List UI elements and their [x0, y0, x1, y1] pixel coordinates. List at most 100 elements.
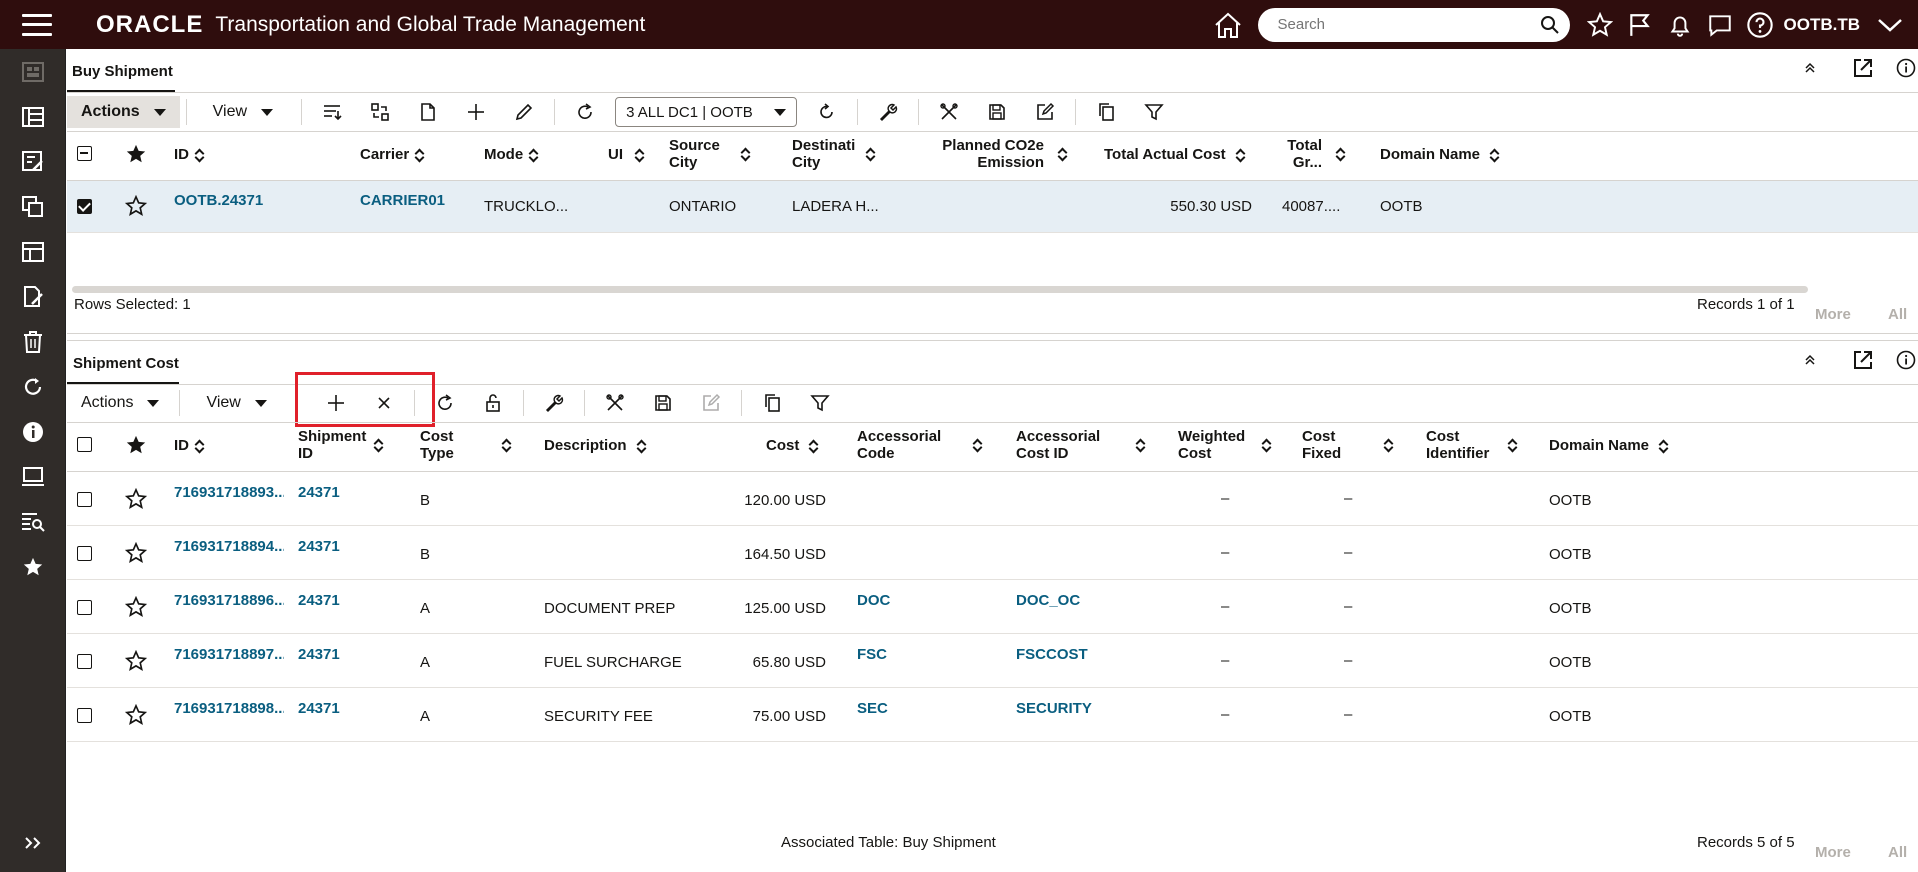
col-header-cost-type[interactable]: Cost Type — [420, 428, 512, 462]
edit-form-icon[interactable] — [1021, 96, 1069, 128]
col-header-domain-name[interactable]: Domain Name — [1549, 437, 1669, 454]
reload-icon[interactable] — [803, 96, 851, 128]
menu-icon[interactable] — [22, 13, 52, 36]
notifications-bell-icon[interactable] — [1660, 0, 1700, 49]
copy-document-icon[interactable] — [1082, 96, 1130, 128]
filter-icon[interactable] — [796, 387, 844, 419]
cost-id-link[interactable]: 716931718893... — [174, 484, 284, 501]
col-header-mode[interactable]: Mode — [484, 146, 539, 163]
table-row[interactable] — [67, 181, 1918, 233]
panel-title-buy-shipment[interactable]: Buy Shipment — [72, 63, 173, 80]
delete-row-icon[interactable] — [360, 387, 408, 419]
select-all-checkbox[interactable] — [77, 146, 92, 161]
accessorial-cost-id-link[interactable]: DOC_OC — [1016, 592, 1081, 609]
actions-menu-button[interactable]: Actions — [67, 387, 173, 419]
more-button[interactable]: More — [1815, 306, 1851, 323]
select-all-checkbox[interactable] — [77, 437, 92, 452]
row-favorite-star-icon[interactable] — [125, 650, 147, 672]
col-header-cost-fixed[interactable]: Cost Fixed — [1302, 428, 1394, 462]
collapse-icon[interactable] — [1796, 346, 1824, 374]
row-checkbox[interactable] — [77, 546, 92, 561]
chevron-down-icon[interactable] — [1870, 0, 1910, 49]
all-button[interactable]: All — [1888, 306, 1908, 323]
help-icon[interactable] — [1740, 0, 1780, 49]
wrench-icon[interactable] — [864, 96, 912, 128]
panel-title-shipment-cost[interactable]: Shipment Cost — [73, 355, 179, 372]
edit-pencil-icon[interactable] — [500, 96, 548, 128]
accessorial-cost-id-link[interactable]: FSCCOST — [1016, 646, 1088, 663]
row-checkbox[interactable] — [77, 654, 92, 669]
open-new-window-icon[interactable] — [1849, 346, 1877, 374]
messages-icon[interactable] — [1700, 0, 1740, 49]
col-header-total-gross[interactable]: Total Gr... — [1282, 137, 1346, 171]
table-row[interactable] — [67, 688, 1918, 742]
add-row-icon[interactable] — [312, 387, 360, 419]
accessorial-cost-id-link[interactable]: SECURITY — [1016, 700, 1092, 717]
info-icon[interactable] — [21, 420, 45, 444]
transfer-icon[interactable] — [356, 96, 404, 128]
board-icon[interactable] — [21, 105, 45, 129]
monitor-icon[interactable] — [21, 465, 45, 489]
row-favorite-star-icon[interactable] — [125, 596, 147, 618]
new-document-icon[interactable] — [404, 96, 452, 128]
row-checkbox[interactable] — [77, 708, 92, 723]
document-edit-icon[interactable] — [21, 285, 45, 309]
col-header-cost-identifier[interactable]: Cost Identifier — [1426, 428, 1518, 462]
table-row[interactable] — [67, 634, 1918, 688]
add-icon[interactable] — [452, 96, 500, 128]
col-header-id[interactable]: ID — [174, 437, 205, 454]
row-favorite-star-icon[interactable] — [125, 704, 147, 726]
row-favorite-star-icon[interactable] — [125, 488, 147, 510]
col-header-weighted-cost[interactable]: Weighted Cost — [1178, 428, 1272, 462]
refresh-icon[interactable] — [561, 96, 609, 128]
col-header-accessorial-code[interactable]: Accessorial Code — [857, 428, 983, 462]
accessorial-code-link[interactable]: FSC — [857, 646, 887, 663]
search-box[interactable] — [1257, 7, 1570, 42]
table-search-icon[interactable] — [21, 510, 45, 534]
open-new-window-icon[interactable] — [1849, 54, 1877, 82]
view-menu-button[interactable]: View — [186, 387, 280, 419]
table-row[interactable] — [67, 472, 1918, 526]
reorder-rows-icon[interactable] — [308, 96, 356, 128]
row-favorite-star-icon[interactable] — [125, 195, 147, 217]
copy-icon[interactable] — [21, 195, 45, 219]
horizontal-scrollbar[interactable] — [72, 286, 1808, 293]
home-icon[interactable] — [1208, 0, 1248, 49]
unlock-icon[interactable] — [469, 387, 517, 419]
table-row[interactable] — [67, 526, 1918, 580]
accessorial-code-link[interactable]: SEC — [857, 700, 888, 717]
actions-menu-button[interactable]: Actions — [67, 96, 180, 128]
search-input[interactable] — [1277, 16, 1538, 33]
shipment-id-link[interactable]: 24371 — [298, 592, 340, 609]
col-header-shipment-id[interactable]: Shipment ID — [298, 428, 384, 462]
col-header-cost[interactable]: Cost — [766, 437, 819, 454]
row-favorite-star-icon[interactable] — [125, 542, 147, 564]
col-header-co2-emission[interactable]: Planned CO2e Emission — [940, 137, 1068, 171]
col-header-destination-city[interactable]: Destinati City — [792, 137, 876, 171]
tools-icon[interactable] — [591, 387, 639, 419]
filter-icon[interactable] — [1130, 96, 1178, 128]
col-header-id[interactable]: ID — [174, 146, 205, 163]
shipment-id-link[interactable]: 24371 — [298, 484, 340, 501]
cost-id-link[interactable]: 716931718898... — [174, 700, 284, 717]
wrench-icon[interactable] — [530, 387, 578, 419]
edit-list-icon[interactable] — [21, 150, 45, 174]
star-icon[interactable] — [21, 555, 45, 579]
favorites-star-icon[interactable] — [1580, 0, 1620, 49]
trash-icon[interactable] — [21, 330, 45, 354]
layout-icon[interactable] — [21, 240, 45, 264]
col-header-domain-name[interactable]: Domain Name — [1380, 146, 1500, 163]
row-checkbox[interactable] — [77, 492, 92, 507]
expand-nav-icon[interactable] — [21, 831, 45, 855]
table-row[interactable] — [67, 580, 1918, 634]
col-header-total-actual-cost[interactable]: Total Actual Cost — [1104, 146, 1246, 163]
copy-document-icon[interactable] — [748, 387, 796, 419]
col-header-source-city[interactable]: Source City — [669, 137, 751, 171]
shipment-id-link[interactable]: 24371 — [298, 700, 340, 717]
all-button[interactable]: All — [1888, 844, 1908, 861]
cost-id-link[interactable]: 716931718894... — [174, 538, 284, 555]
collapse-icon[interactable] — [1796, 54, 1824, 82]
carrier-link[interactable]: CARRIER01 — [360, 192, 446, 209]
col-header-accessorial-cost-id[interactable]: Accessorial Cost ID — [1016, 428, 1146, 462]
more-button[interactable]: More — [1815, 844, 1851, 861]
